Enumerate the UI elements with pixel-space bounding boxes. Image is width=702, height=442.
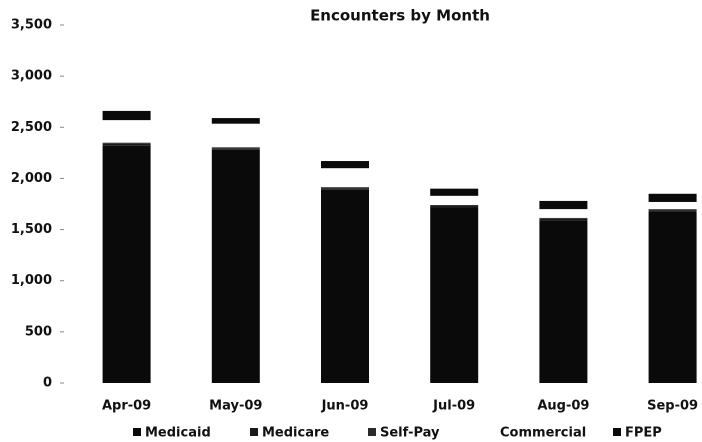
x-tick-label: Jun-09 <box>321 399 369 414</box>
bar-segment <box>539 220 588 383</box>
bar-segment <box>102 110 151 121</box>
bar-segment <box>211 148 260 150</box>
bar-segment <box>211 147 260 149</box>
bar-segment <box>102 120 151 143</box>
y-tick-label: 3,000 <box>11 69 52 84</box>
bar-segment <box>539 218 588 221</box>
y-tick-label: 3,500 <box>11 18 52 33</box>
legend-label: Self-Pay <box>380 426 440 441</box>
bar-segment <box>321 188 369 190</box>
x-tick-label: Apr-09 <box>102 399 151 414</box>
bar-segment <box>102 145 151 383</box>
bar-segment <box>102 143 151 146</box>
bar-segment <box>648 209 697 211</box>
y-tick-label: 1,500 <box>11 222 52 237</box>
legend-swatch <box>613 428 621 436</box>
legend-label: Commercial <box>500 426 586 441</box>
bar-segment <box>648 211 697 383</box>
bar-segment <box>211 118 260 124</box>
bar-segment <box>430 207 479 383</box>
legend-label: Medicaid <box>145 426 211 441</box>
legend-swatch <box>488 428 496 436</box>
y-tick-label: 500 <box>25 324 52 339</box>
bar-segment <box>211 149 260 383</box>
bar-segment <box>321 189 369 383</box>
legend-label: FPEP <box>625 426 662 441</box>
bar-segment <box>539 200 588 210</box>
x-tick-label: Jul-09 <box>432 399 475 414</box>
y-tick-label: 1,000 <box>11 273 52 288</box>
bar-segment <box>102 142 151 144</box>
y-tick-label: 0 <box>43 376 52 391</box>
legend-swatch <box>368 428 376 436</box>
x-tick-label: May-09 <box>209 399 262 414</box>
bar-segment <box>648 201 697 210</box>
bar-segment <box>648 193 697 202</box>
legend-swatch <box>133 428 141 436</box>
legend-label: Medicare <box>262 426 329 441</box>
bar-segment <box>321 168 369 188</box>
bar-segment <box>321 161 369 169</box>
bar-segment <box>321 187 369 189</box>
bar-segment <box>430 206 479 208</box>
bar-segment <box>430 188 479 196</box>
chart-title: Encounters by Month <box>310 7 490 25</box>
y-tick-label: 2,500 <box>11 120 52 135</box>
bar-segment <box>211 123 260 148</box>
legend-swatch <box>250 428 258 436</box>
x-tick-label: Aug-09 <box>537 399 589 414</box>
y-tick-label: 2,000 <box>11 171 52 186</box>
bar-segment <box>430 205 479 207</box>
bar-segment <box>648 210 697 212</box>
x-tick-label: Sep-09 <box>647 399 698 414</box>
bar-segment <box>430 195 479 206</box>
bar-segment <box>539 217 588 219</box>
bar-segment <box>539 209 588 218</box>
